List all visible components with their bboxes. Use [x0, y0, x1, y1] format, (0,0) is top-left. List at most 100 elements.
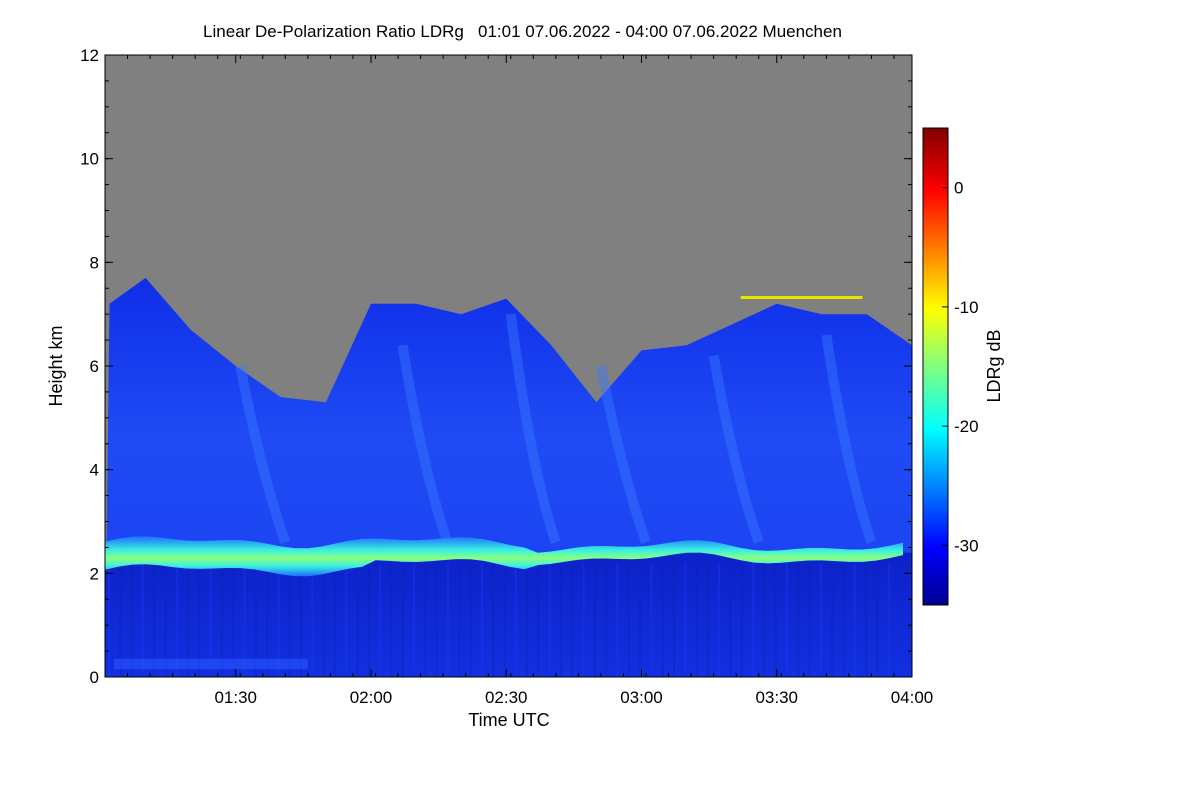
rain-streak: [718, 562, 721, 677]
high-ldr-line: [740, 296, 863, 300]
fall-streak: [708, 354, 764, 544]
rain-streak: [763, 562, 766, 677]
below-melting-layer: [105, 552, 912, 677]
rain-streak: [593, 562, 596, 677]
colorbar-tick-label: 0: [954, 179, 963, 198]
rain-streak: [266, 562, 269, 677]
colorbar-tick-label: -30: [954, 536, 979, 555]
fall-streak: [596, 365, 651, 544]
ground-clutter-band: [114, 658, 308, 670]
y-tick-label: 12: [80, 46, 99, 65]
rain-streak: [334, 562, 336, 677]
rain-streak: [458, 562, 461, 677]
rain-streak: [153, 562, 156, 677]
chart-title: Linear De-Polarization Ratio LDRg 01:01 …: [203, 22, 842, 41]
rain-streak: [141, 562, 144, 677]
colorbar-tick-label: -10: [954, 298, 979, 317]
colorbar: [922, 127, 949, 606]
rain-streak: [300, 562, 303, 677]
fall-streak: [505, 313, 561, 544]
y-tick-label: 10: [80, 150, 99, 169]
x-tick-label: 02:30: [485, 688, 528, 707]
rain-streak: [582, 562, 585, 677]
colorbar-tick-label: -20: [954, 417, 979, 436]
rain-streak: [503, 562, 506, 677]
rain-streak: [729, 562, 732, 677]
rain-streak: [819, 562, 822, 677]
rain-streak: [254, 562, 257, 677]
rain-streak: [616, 562, 619, 677]
rain-streak: [187, 562, 190, 677]
rain-streak: [119, 562, 122, 677]
rain-streak: [356, 562, 359, 677]
x-axis: 01:30 02:00 02:30 03:00 03:30 04:00: [104, 55, 934, 707]
rain-streak: [831, 562, 834, 677]
fall-streak: [397, 344, 453, 544]
rain-streak: [752, 562, 755, 677]
colorbar-title: LDRg dB: [984, 329, 1004, 402]
x-tick-label: 04:00: [891, 688, 934, 707]
rain-streak: [480, 562, 483, 677]
rain-streak: [435, 562, 438, 677]
colorbar-ticks: 0 -10 -20 -30: [942, 179, 979, 555]
rain-streak: [695, 562, 698, 677]
rain-streak: [560, 562, 562, 677]
rain-streak: [639, 562, 642, 677]
rain-streak: [853, 562, 856, 677]
x-tick-label: 03:00: [620, 688, 663, 707]
rain-streak: [175, 562, 178, 677]
rain-streak: [209, 562, 212, 677]
y-tick-label: 0: [90, 668, 99, 687]
rain-streak: [447, 562, 449, 677]
rain-streak: [537, 562, 540, 677]
y-axis: 0 2 4 6 8 10 12: [80, 46, 912, 687]
rain-streak: [492, 562, 495, 677]
rain-streak: [706, 562, 709, 677]
rain-streak: [865, 562, 868, 677]
rain-streak: [379, 562, 382, 677]
rain-streak: [842, 562, 845, 677]
rain-streak: [548, 562, 551, 677]
rain-streak: [311, 562, 314, 677]
y-tick-label: 8: [90, 253, 99, 272]
rain-streak: [322, 562, 325, 677]
rain-streak: [277, 562, 280, 677]
rain-streak: [367, 562, 370, 677]
x-tick-label: 01:30: [214, 688, 257, 707]
rain-streak: [164, 562, 167, 677]
rain-streak: [650, 562, 653, 677]
rain-streak: [808, 562, 811, 677]
rain-streak: [413, 562, 416, 677]
rain-streak: [571, 562, 574, 677]
rain-streak: [198, 562, 201, 677]
rain-streak: [774, 562, 777, 677]
y-tick-label: 2: [90, 564, 99, 583]
rain-streak: [390, 562, 393, 677]
rain-streak: [221, 562, 223, 677]
melting-layer-band: [105, 536, 903, 577]
rain-streak: [876, 562, 879, 677]
rain-streak: [469, 562, 472, 677]
fall-streak: [235, 365, 290, 544]
fall-streak: [821, 334, 877, 544]
rain-streak: [887, 562, 890, 677]
rain-streak: [740, 562, 743, 677]
rain-streak: [526, 562, 529, 677]
rain-streak: [232, 562, 235, 677]
rain-streak: [424, 562, 427, 677]
rain-streak: [684, 562, 687, 677]
rain-streak: [288, 562, 291, 677]
rain-streak: [345, 562, 348, 677]
rain-streak: [797, 562, 800, 677]
rain-streak: [605, 562, 608, 677]
x-tick-label: 02:00: [350, 688, 393, 707]
x-tick-label: 03:30: [755, 688, 798, 707]
y-tick-label: 6: [90, 357, 99, 376]
rain-streak: [130, 562, 133, 677]
rain-streak: [627, 562, 630, 677]
rain-streak: [108, 562, 110, 677]
rain-streak: [673, 562, 675, 677]
rain-streak: [661, 562, 664, 677]
rain-streak: [786, 562, 788, 677]
